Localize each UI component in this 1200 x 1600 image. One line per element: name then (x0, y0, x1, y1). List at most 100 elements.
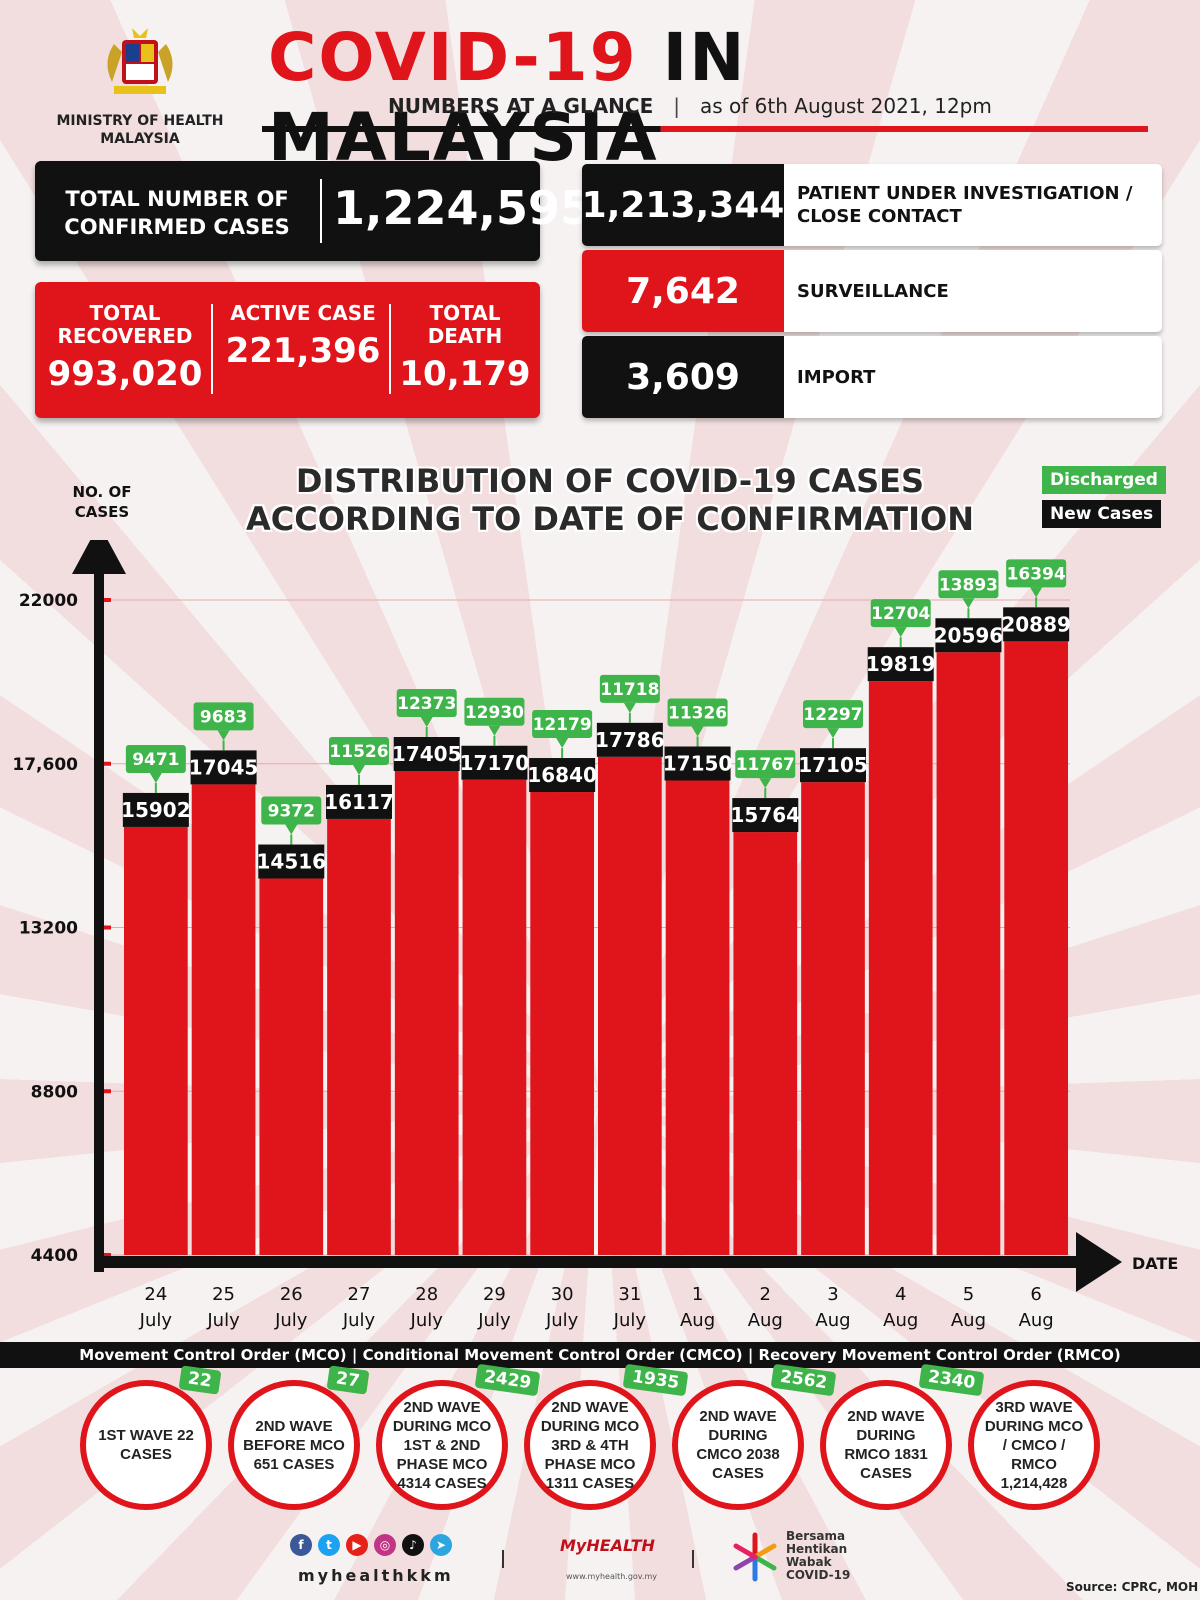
x-tick-label: Aug (883, 1310, 918, 1331)
confirmed-cases-box: TOTAL NUMBER OF CONFIRMED CASES 1,224,59… (35, 161, 592, 261)
bar-new-cases (124, 826, 188, 1255)
wave-circles: 1ST WAVE 22 CASES 22 2ND WAVE BEFORE MCO 6… (80, 1363, 1180, 1510)
x-tick-label: Aug (1019, 1310, 1054, 1331)
bersama-logo-icon (733, 1532, 777, 1582)
discharged-label: 9372 (268, 802, 315, 822)
discharged-pointer (149, 772, 162, 783)
y-tick-label: 8800 (31, 1082, 78, 1102)
y-tick-label: 17,600 (12, 755, 78, 775)
discharged-label: 12297 (803, 705, 862, 725)
bar-new-cases (665, 780, 730, 1255)
bersama-line: COVID-19 (786, 1568, 851, 1582)
wave-circle: 2ND WAVE DURING CMCO 2038 CASES (672, 1380, 804, 1510)
twitter-icon[interactable]: t (318, 1534, 340, 1556)
new-cases-label: 16117 (324, 790, 394, 814)
x-tick-label: July (342, 1310, 376, 1331)
bar-new-cases (394, 771, 459, 1255)
new-cases-label-bg (800, 748, 866, 783)
x-tick-label: 3 (827, 1284, 838, 1305)
bar-new-cases (733, 832, 798, 1255)
y-tick-label: 22000 (19, 591, 78, 611)
youtube-icon[interactable]: ▶ (346, 1534, 368, 1556)
title-covid: COVID-19 (268, 19, 638, 96)
x-tick-label: 1 (692, 1284, 703, 1305)
discharged-label: 9683 (200, 707, 247, 727)
new-cases-label: 20596 (934, 623, 1004, 647)
recovered-label: TOTAL RECOVERED (57, 301, 193, 348)
discharged-label-bg (1006, 559, 1067, 588)
wave-circle: 1ST WAVE 22 CASES (80, 1380, 212, 1510)
new-cases-label-bg (258, 844, 325, 879)
footer: f t ▶ ◎ ♪ ➤ myhealthkkm MyHEALTH www.myh… (0, 1520, 1200, 1600)
discharged-label: 12930 (465, 703, 524, 723)
tiktok-icon[interactable]: ♪ (402, 1534, 424, 1556)
new-cases-label: 15902 (121, 798, 191, 822)
x-axis (94, 1256, 1084, 1268)
new-cases-label-bg (732, 798, 799, 833)
wave-text: 3RD WAVE DURING MCO / CMCO / RMCO 1,214,… (984, 1398, 1084, 1492)
source-box-surveillance: 7,642 SURVEILLANCE (582, 250, 1162, 332)
x-tick-label: July (545, 1310, 579, 1331)
x-tick-label: 5 (963, 1284, 974, 1305)
x-tick-label: Aug (680, 1310, 715, 1331)
surveillance-value: 7,642 (582, 250, 784, 332)
active-label: ACTIVE CASE (230, 301, 376, 325)
discharged-pointer (827, 728, 839, 739)
bersama-line: Hentikan (786, 1542, 848, 1556)
discharged-label: 9471 (132, 750, 179, 770)
social-icons: f t ▶ ◎ ♪ ➤ (290, 1534, 452, 1556)
new-cases-label-bg (393, 737, 460, 772)
discharged-label: 13893 (939, 575, 998, 595)
discharged-label: 11526 (329, 742, 388, 762)
new-cases-label-bg (867, 647, 934, 682)
wave-text: 1ST WAVE 22 CASES (98, 1427, 194, 1463)
outcome-stats-box: TOTAL RECOVERED 993,020 ACTIVE CASE 221,… (35, 282, 540, 418)
x-tick-label: July (613, 1310, 647, 1331)
new-cases-label: 17150 (663, 751, 733, 775)
discharged-label-bg (735, 750, 796, 779)
discharged-pointer (691, 726, 704, 737)
discharged-label-bg (803, 700, 863, 729)
instagram-icon[interactable]: ◎ (374, 1534, 396, 1556)
myhealth-logo: MyHEALTH (560, 1536, 655, 1555)
bar-new-cases (1004, 641, 1068, 1255)
social-handle: myhealthkkm (298, 1566, 454, 1585)
bar-new-cases (530, 792, 594, 1255)
import-value: 3,609 (582, 336, 784, 418)
legend-new-cases: New Cases (1042, 500, 1162, 528)
discharged-pointer (556, 738, 569, 749)
x-tick-label: 26 (280, 1284, 303, 1305)
discharged-pointer (420, 717, 433, 728)
discharged-label-bg (938, 570, 999, 599)
wave-text: 2ND WAVE DURING MCO 1ST & 2ND PHASE MCO … (392, 1398, 492, 1492)
telegram-icon[interactable]: ➤ (430, 1534, 452, 1556)
discharged-pointer (217, 730, 230, 741)
new-cases-label-bg (461, 745, 528, 780)
source-box-pui: 1,213,344 PATIENT UNDER INVESTIGATION / … (582, 164, 1162, 246)
new-cases-label: 20889 (1001, 612, 1071, 636)
facebook-icon[interactable]: f (290, 1534, 312, 1556)
x-tick-label: 28 (415, 1284, 438, 1305)
discharged-label-bg (261, 796, 322, 825)
discharged-label: 12179 (533, 715, 592, 735)
confirmed-value: 1,224,595 (333, 181, 592, 235)
death-stat: TOTAL DEATH 10,179 (395, 302, 535, 395)
new-cases-label-bg (529, 758, 596, 793)
divider (389, 304, 391, 394)
y-tick-label: 4400 (31, 1246, 78, 1266)
x-tick-label: 30 (551, 1284, 574, 1305)
wave-text: 2ND WAVE DURING CMCO 2038 CASES (696, 1408, 780, 1482)
x-tick-label: 29 (483, 1284, 506, 1305)
x-tick-label: July (206, 1310, 240, 1331)
new-cases-label: 17405 (392, 742, 462, 766)
wave-badge: 27 (326, 1365, 370, 1395)
bar-new-cases (462, 779, 527, 1255)
discharged-pointer (353, 764, 365, 775)
import-label: IMPORT (797, 366, 876, 388)
discharged-pointer (1030, 587, 1043, 598)
discharged-label-bg (667, 698, 728, 727)
myhealth-url: www.myhealth.gov.my (566, 1572, 657, 1581)
new-cases-label-bg (326, 784, 392, 819)
wave-circle: 2ND WAVE DURING MCO 3RD & 4TH PHASE MCO … (524, 1380, 656, 1510)
new-cases-label: 17786 (595, 728, 665, 752)
